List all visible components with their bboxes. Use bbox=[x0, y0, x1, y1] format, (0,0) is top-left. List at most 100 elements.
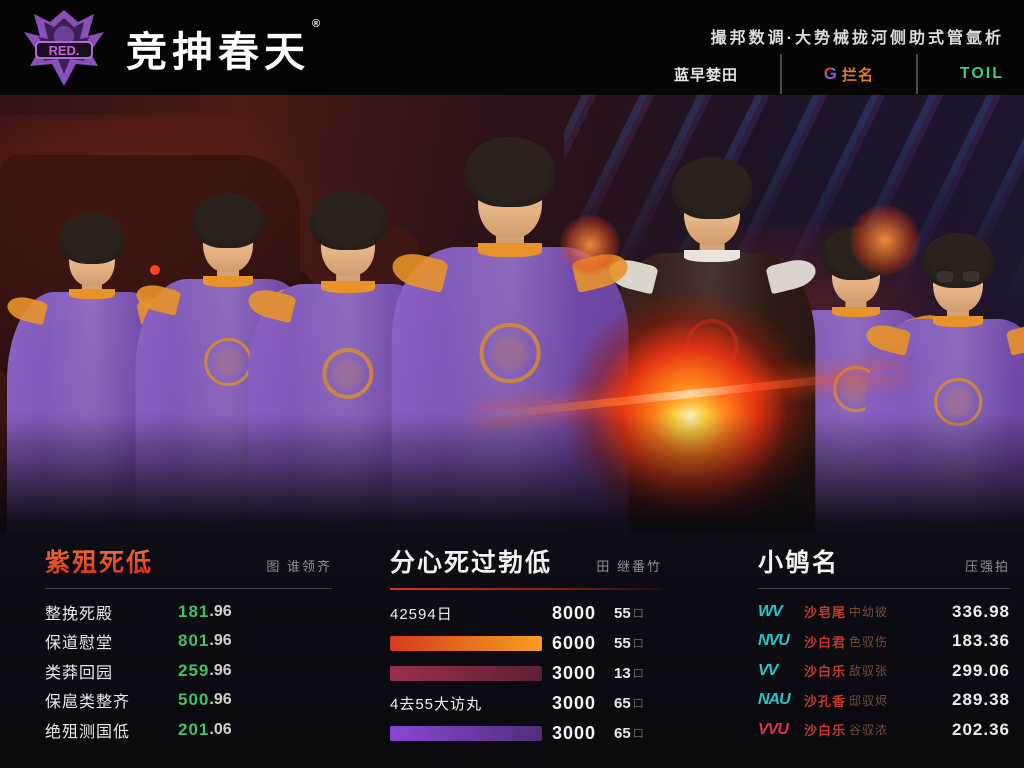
team-logo-icon: RED. bbox=[24, 10, 104, 86]
stat-value: 259 bbox=[178, 660, 210, 680]
row-unit: 口 bbox=[632, 728, 644, 740]
stat-value-dec: .06 bbox=[209, 720, 232, 738]
row-unit: 口 bbox=[632, 608, 644, 620]
ranking-value: 336.98 bbox=[952, 601, 1010, 621]
bar-purple bbox=[390, 725, 542, 741]
nav-item-1[interactable]: 蓝早婪田 bbox=[674, 66, 739, 84]
ranking-row: NAU 沙孔香 邸驭烬 289.38 bbox=[758, 686, 1010, 716]
stat-row: 整挽死殿 181.96 bbox=[45, 597, 332, 627]
spark-effect bbox=[850, 205, 920, 275]
nav-divider bbox=[779, 54, 782, 94]
row-value2: 55 bbox=[614, 634, 631, 652]
stat-value-dec: .96 bbox=[209, 632, 232, 650]
stat-value: 181 bbox=[178, 601, 210, 621]
row-value: 6000 bbox=[552, 632, 597, 653]
stat-label: 保道慰堂 bbox=[45, 635, 114, 653]
brand: RED. 竞抻春天® bbox=[16, 6, 325, 90]
row-unit: 口 bbox=[632, 638, 644, 650]
logo-red-text: RED. bbox=[48, 43, 79, 58]
header-bar: RED. 竞抻春天® 撮邦数调·大势械拢河侧助式管氩析 蓝早婪田 G 拦名 TO… bbox=[0, 0, 1024, 95]
ranking-value: 183.36 bbox=[952, 631, 1010, 651]
row-label: 4去55大访丸 bbox=[390, 695, 483, 713]
row-value: 3000 bbox=[552, 722, 597, 743]
row-label: 42594日 bbox=[390, 605, 453, 623]
player-subname: 邸驭烬 bbox=[849, 693, 889, 708]
stat-row: 保扈类整齐 500.96 bbox=[45, 686, 332, 716]
team-mark-icon: NVU bbox=[758, 632, 790, 650]
player-subname: 敌驭张 bbox=[849, 664, 889, 679]
ranking-value: 289.38 bbox=[952, 690, 1010, 710]
row-value2: 13 bbox=[614, 664, 631, 682]
bar-maroon bbox=[390, 665, 542, 681]
middle-panel-title: 分心死过勃低 bbox=[390, 549, 553, 577]
glasses bbox=[934, 269, 982, 284]
team-mark-icon: VVU bbox=[758, 720, 789, 738]
row-value: 3000 bbox=[552, 662, 597, 683]
ranking-value: 202.36 bbox=[952, 719, 1010, 739]
player-name: 沙孔香 bbox=[804, 693, 847, 709]
page-title: 竞抻春天® bbox=[126, 18, 326, 75]
row-value: 3000 bbox=[552, 692, 597, 713]
team-photo bbox=[0, 95, 1024, 533]
right-panel-title: 小鸲名 bbox=[758, 549, 840, 577]
header-nav: 蓝早婪田 G 拦名 TOIL bbox=[674, 54, 1004, 94]
player-name: 沙白乐 bbox=[804, 664, 847, 680]
ranking-value: 299.06 bbox=[952, 660, 1010, 680]
stats-section: 紫殂死低 图 谁领齐 整挽死殿 181.96 保道慰堂 801.96 类莽回园 259… bbox=[0, 533, 1024, 768]
stat-label: 类莽回园 bbox=[45, 664, 114, 682]
player-subname: 色驭伤 bbox=[849, 634, 889, 649]
player-photo-7 bbox=[858, 233, 1024, 533]
stat-label: 保扈类整齐 bbox=[45, 694, 131, 712]
g-logo-icon: G bbox=[823, 64, 839, 83]
row-value2: 65 bbox=[614, 724, 631, 742]
nav-item-3[interactable]: TOIL bbox=[959, 65, 1004, 82]
row-unit: 口 bbox=[632, 698, 644, 710]
team-mark-icon: VV bbox=[758, 661, 778, 679]
player-name: 沙白君 bbox=[804, 634, 847, 650]
stat-label: 绝殂测国低 bbox=[45, 723, 131, 741]
photo-bg-lights bbox=[150, 265, 160, 275]
player-name: 沙白乐 bbox=[804, 723, 847, 739]
right-panel-meta: 压强拍 bbox=[964, 559, 1010, 574]
divider bbox=[758, 588, 1010, 589]
left-panel-meta: 图 谁领齐 bbox=[266, 559, 332, 574]
bar-orange bbox=[390, 635, 542, 651]
stat-row: 保道慰堂 801.96 bbox=[45, 627, 332, 657]
stat-value: 500 bbox=[178, 690, 210, 710]
ranking-row: VVU 沙白乐 谷驭浓 202.36 bbox=[758, 715, 1010, 745]
stat-value: 201 bbox=[178, 719, 210, 739]
bar-chart-row: 42594日 8000 55 口 bbox=[390, 598, 662, 628]
middle-panel-meta: 田 继番竹 bbox=[596, 559, 662, 574]
divider-red bbox=[390, 588, 662, 590]
row-unit: 口 bbox=[632, 668, 644, 680]
stat-value: 801 bbox=[178, 631, 210, 651]
ranking-row: WV 沙皂尾 中幼彼 336.98 bbox=[758, 597, 1010, 627]
player-subname: 中幼彼 bbox=[849, 605, 889, 620]
team-mark-icon: NAU bbox=[758, 691, 791, 709]
stat-value-dec: .96 bbox=[209, 602, 232, 620]
spark-effect bbox=[560, 215, 620, 275]
stat-value-dec: .96 bbox=[209, 691, 232, 709]
bar-chart-row: 3000 13 口 bbox=[390, 658, 662, 688]
row-value: 8000 bbox=[552, 602, 597, 623]
stat-label: 整挽死殿 bbox=[45, 605, 114, 623]
ranking-row: VV 沙白乐 敌驭张 299.06 bbox=[758, 656, 1010, 686]
stats-panel-right: 小鸲名 压强拍 WV 沙皂尾 中幼彼 336.98 NVU 沙白君 色驭伤 18… bbox=[758, 545, 1010, 745]
stat-value-dec: .96 bbox=[209, 661, 232, 679]
nav-item-2[interactable]: G 拦名 bbox=[823, 64, 875, 84]
stat-row: 类莽回园 259.96 bbox=[45, 656, 332, 686]
row-value2: 55 bbox=[614, 604, 631, 622]
nav-divider bbox=[915, 54, 918, 94]
registered-mark: ® bbox=[312, 18, 326, 30]
player-subname: 谷驭浓 bbox=[849, 723, 889, 738]
stats-panel-middle: 分心死过勃低 田 继番竹 42594日 8000 55 口 6000 55 口 30… bbox=[390, 545, 662, 748]
stat-row: 绝殂测国低 201.06 bbox=[45, 715, 332, 745]
player-name: 沙皂尾 bbox=[804, 605, 847, 621]
divider bbox=[45, 588, 332, 589]
team-mark-icon: WV bbox=[758, 602, 783, 620]
bar-chart-row: 6000 55 口 bbox=[390, 628, 662, 658]
row-value2: 65 bbox=[614, 694, 631, 712]
header-tagline: 撮邦数调·大势械拢河侧助式管氩析 bbox=[710, 30, 1004, 47]
bar-chart-row: 4去55大访丸 3000 65 口 bbox=[390, 688, 662, 718]
